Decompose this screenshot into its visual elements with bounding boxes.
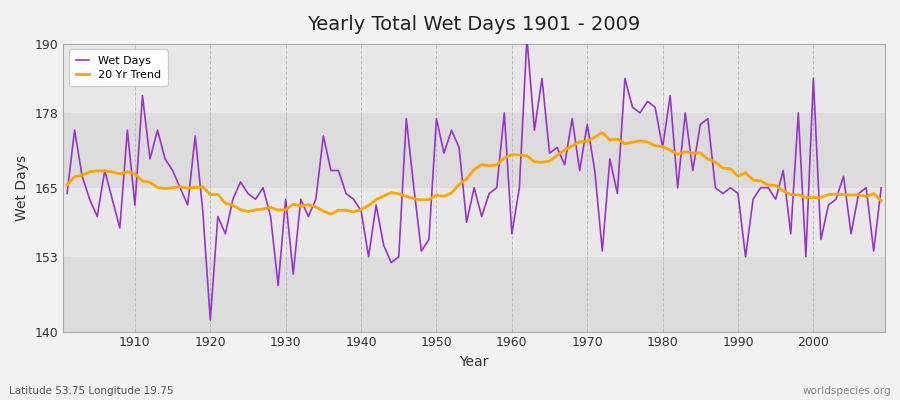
Bar xyxy=(63,113,885,188)
Bar xyxy=(63,188,885,257)
Legend: Wet Days, 20 Yr Trend: Wet Days, 20 Yr Trend xyxy=(68,50,167,86)
Bar xyxy=(63,257,885,332)
20 Yr Trend xyxy=(612,137,623,142)
20 Yr Trend xyxy=(62,182,73,187)
Line: Wet Days: Wet Days xyxy=(68,38,881,320)
Bar xyxy=(63,44,885,113)
Wet Days xyxy=(507,231,517,236)
Wet Days xyxy=(295,197,306,202)
Wet Days xyxy=(876,185,886,190)
20 Yr Trend xyxy=(876,198,886,203)
X-axis label: Year: Year xyxy=(460,355,489,369)
Wet Days xyxy=(514,185,525,190)
Wet Days xyxy=(122,128,133,132)
20 Yr Trend xyxy=(340,208,351,212)
20 Yr Trend xyxy=(288,202,299,206)
20 Yr Trend xyxy=(326,212,337,217)
Wet Days xyxy=(205,318,216,322)
Wet Days xyxy=(612,191,623,196)
20 Yr Trend xyxy=(514,152,525,157)
20 Yr Trend xyxy=(122,169,133,174)
20 Yr Trend xyxy=(597,130,608,135)
Y-axis label: Wet Days: Wet Days xyxy=(15,155,29,221)
Wet Days xyxy=(340,191,351,196)
Wet Days xyxy=(521,36,532,40)
Line: 20 Yr Trend: 20 Yr Trend xyxy=(68,132,881,214)
Text: worldspecies.org: worldspecies.org xyxy=(803,386,891,396)
Wet Days xyxy=(62,191,73,196)
Title: Yearly Total Wet Days 1901 - 2009: Yearly Total Wet Days 1901 - 2009 xyxy=(308,15,641,34)
20 Yr Trend xyxy=(507,152,517,157)
Text: Latitude 53.75 Longitude 19.75: Latitude 53.75 Longitude 19.75 xyxy=(9,386,174,396)
